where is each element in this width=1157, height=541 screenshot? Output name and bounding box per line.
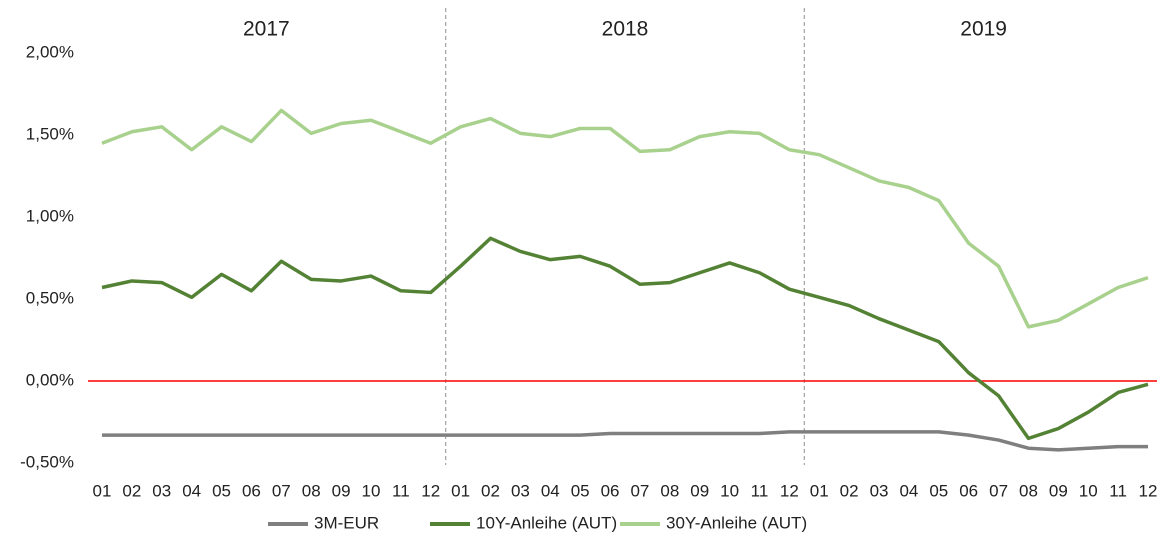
year-label: 2017 [243, 18, 290, 41]
x-tick-label: 07 [630, 481, 649, 500]
y-tick-label: 1,50% [26, 124, 74, 143]
x-tick-label: 11 [392, 481, 410, 500]
x-tick-label: 10 [1079, 481, 1098, 500]
y-tick-label: 0,50% [26, 288, 74, 307]
x-tick-label: 04 [541, 481, 560, 500]
x-tick-label: 05 [212, 481, 231, 500]
x-tick-label: 08 [302, 481, 321, 500]
x-tick-label: 09 [332, 481, 351, 500]
legend-label: 3M-EUR [314, 513, 379, 532]
x-tick-label: 04 [182, 481, 201, 500]
series-line [101, 108, 1149, 329]
x-tick-label: 09 [1049, 481, 1068, 500]
x-tick-label: 06 [242, 481, 261, 500]
year-label: 2018 [602, 18, 649, 41]
series-line [102, 430, 1148, 452]
x-tick-label: 08 [660, 481, 679, 500]
x-tick-label: 03 [152, 481, 171, 500]
x-tick-label: 05 [929, 481, 948, 500]
series-line [101, 236, 1149, 441]
x-tick-label: 03 [511, 481, 530, 500]
x-tick-label: 07 [989, 481, 1008, 500]
x-tick-label: 09 [690, 481, 709, 500]
x-tick-label: 10 [362, 481, 381, 500]
y-tick-label: 0,00% [26, 370, 74, 389]
y-tick-label: -0,50% [20, 452, 74, 471]
legend-label: 10Y-Anleihe (AUT) [476, 513, 617, 532]
x-tick-label: 02 [840, 481, 859, 500]
x-tick-label: 05 [571, 481, 590, 500]
x-tick-label: 01 [451, 481, 470, 500]
x-tick-label: 01 [810, 481, 829, 500]
x-tick-label: 01 [93, 481, 112, 500]
legend-label: 30Y-Anleihe (AUT) [666, 513, 807, 532]
x-tick-label: 04 [899, 481, 918, 500]
x-tick-label: 03 [870, 481, 889, 500]
y-tick-label: 2,00% [26, 42, 74, 61]
x-tick-label: 12 [780, 481, 799, 500]
y-tick-label: 1,00% [26, 206, 74, 225]
x-tick-label: 02 [481, 481, 500, 500]
x-tick-label: 07 [272, 481, 291, 500]
x-tick-label: 12 [421, 481, 440, 500]
x-tick-label: 02 [122, 481, 141, 500]
x-tick-label: 11 [751, 481, 769, 500]
year-label: 2019 [960, 18, 1007, 41]
x-tick-label: 11 [1109, 481, 1127, 500]
x-tick-label: 10 [720, 481, 739, 500]
x-tick-label: 08 [1019, 481, 1038, 500]
x-tick-label: 12 [1139, 481, 1157, 500]
x-tick-label: 06 [959, 481, 978, 500]
x-tick-label: 06 [601, 481, 620, 500]
